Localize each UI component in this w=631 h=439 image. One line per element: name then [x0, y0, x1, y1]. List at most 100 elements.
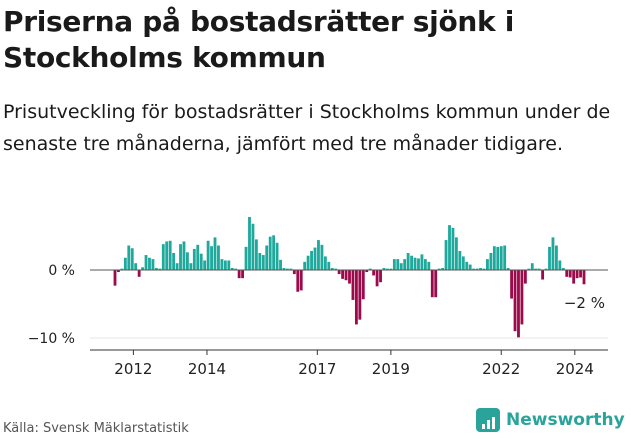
- bar: [261, 255, 265, 270]
- chart-subtitle: Prisutveckling för bostadsrätter i Stock…: [3, 101, 611, 155]
- bar: [248, 216, 251, 270]
- bar: [413, 257, 417, 270]
- bar: [320, 244, 324, 270]
- bar: [434, 270, 438, 298]
- bar: [292, 270, 296, 275]
- x-tick-label: 2012: [114, 360, 152, 378]
- bar: [351, 270, 355, 300]
- bar: [486, 259, 489, 270]
- bar: [558, 260, 562, 270]
- bar: [482, 268, 486, 270]
- bar: [444, 240, 448, 270]
- bar: [189, 263, 193, 270]
- bar: [241, 270, 245, 279]
- bar: [520, 270, 524, 325]
- bar: [137, 270, 141, 277]
- bar: [289, 268, 293, 270]
- bar: [244, 246, 248, 270]
- bar: [286, 268, 289, 270]
- bar: [510, 270, 513, 299]
- bar: [489, 253, 493, 270]
- y-tick-label: 0 %: [48, 263, 75, 279]
- bar: [372, 270, 376, 276]
- bar: [386, 268, 389, 270]
- x-tick-label: 2024: [556, 360, 594, 378]
- bar: [123, 257, 127, 270]
- bar: [327, 261, 331, 270]
- bar: [237, 270, 241, 279]
- bar: [406, 253, 410, 270]
- bar: [158, 268, 162, 270]
- bar: [523, 270, 527, 284]
- bar: [479, 267, 482, 270]
- bar: [448, 225, 451, 270]
- bar: [430, 270, 434, 298]
- bar: [389, 268, 393, 270]
- bar: [341, 270, 345, 279]
- bar: [258, 253, 262, 270]
- x-tick-label: 2022: [482, 360, 520, 378]
- bar: [568, 270, 572, 278]
- chart-logo-icon: [476, 408, 500, 432]
- bar: [279, 259, 282, 270]
- bar: [441, 267, 445, 270]
- bar: [299, 270, 303, 291]
- bar: [334, 268, 338, 270]
- bar: [454, 237, 458, 270]
- bar: [268, 236, 272, 270]
- last-value-label: −2 %: [564, 294, 605, 312]
- bar: [403, 259, 407, 270]
- bar: [527, 268, 531, 270]
- bar: [254, 239, 258, 270]
- bar: [317, 240, 320, 270]
- bar: [165, 241, 169, 270]
- bar: [472, 268, 476, 270]
- bar: [354, 270, 358, 325]
- bar: [582, 270, 586, 285]
- bar: [575, 270, 579, 279]
- bar: [399, 263, 403, 270]
- bar: [561, 267, 565, 270]
- x-tick-label: 2014: [188, 360, 226, 378]
- bar: [172, 253, 176, 270]
- bar: [530, 263, 534, 270]
- chart-title: Priserna på bostadsrätter sjönk i Stockh…: [3, 5, 515, 74]
- bar: [513, 270, 517, 332]
- bar: [217, 245, 220, 270]
- bar: [379, 270, 382, 283]
- bar: [161, 244, 165, 270]
- bar: [196, 244, 200, 270]
- bar: [417, 258, 420, 270]
- bar: [154, 267, 158, 270]
- bar: [537, 268, 541, 270]
- bar: [423, 259, 427, 270]
- bar: [344, 270, 348, 281]
- bar: [306, 255, 310, 270]
- bar: [437, 268, 441, 270]
- brand-name: Newsworthy: [506, 410, 625, 430]
- bar: [348, 270, 351, 284]
- bar: [496, 246, 500, 270]
- bar: [396, 259, 400, 270]
- bar: [134, 263, 138, 270]
- bar: [375, 270, 379, 287]
- bar: [151, 259, 155, 270]
- bar: [579, 270, 582, 278]
- bar: [458, 250, 462, 270]
- bar: [499, 246, 503, 270]
- bar: [227, 260, 231, 270]
- bar: [337, 270, 341, 275]
- bar: [265, 245, 269, 270]
- bar: [141, 267, 144, 270]
- bar: [544, 268, 548, 270]
- bar: [234, 268, 238, 270]
- bar: [427, 261, 431, 270]
- bar: [168, 240, 172, 270]
- bar: [392, 259, 396, 270]
- bar: [251, 223, 255, 270]
- bar: [420, 254, 424, 270]
- bar: [555, 245, 558, 270]
- bar: [182, 241, 186, 270]
- newsworthy-logo: Newsworthy: [476, 408, 625, 432]
- bar: [358, 270, 362, 320]
